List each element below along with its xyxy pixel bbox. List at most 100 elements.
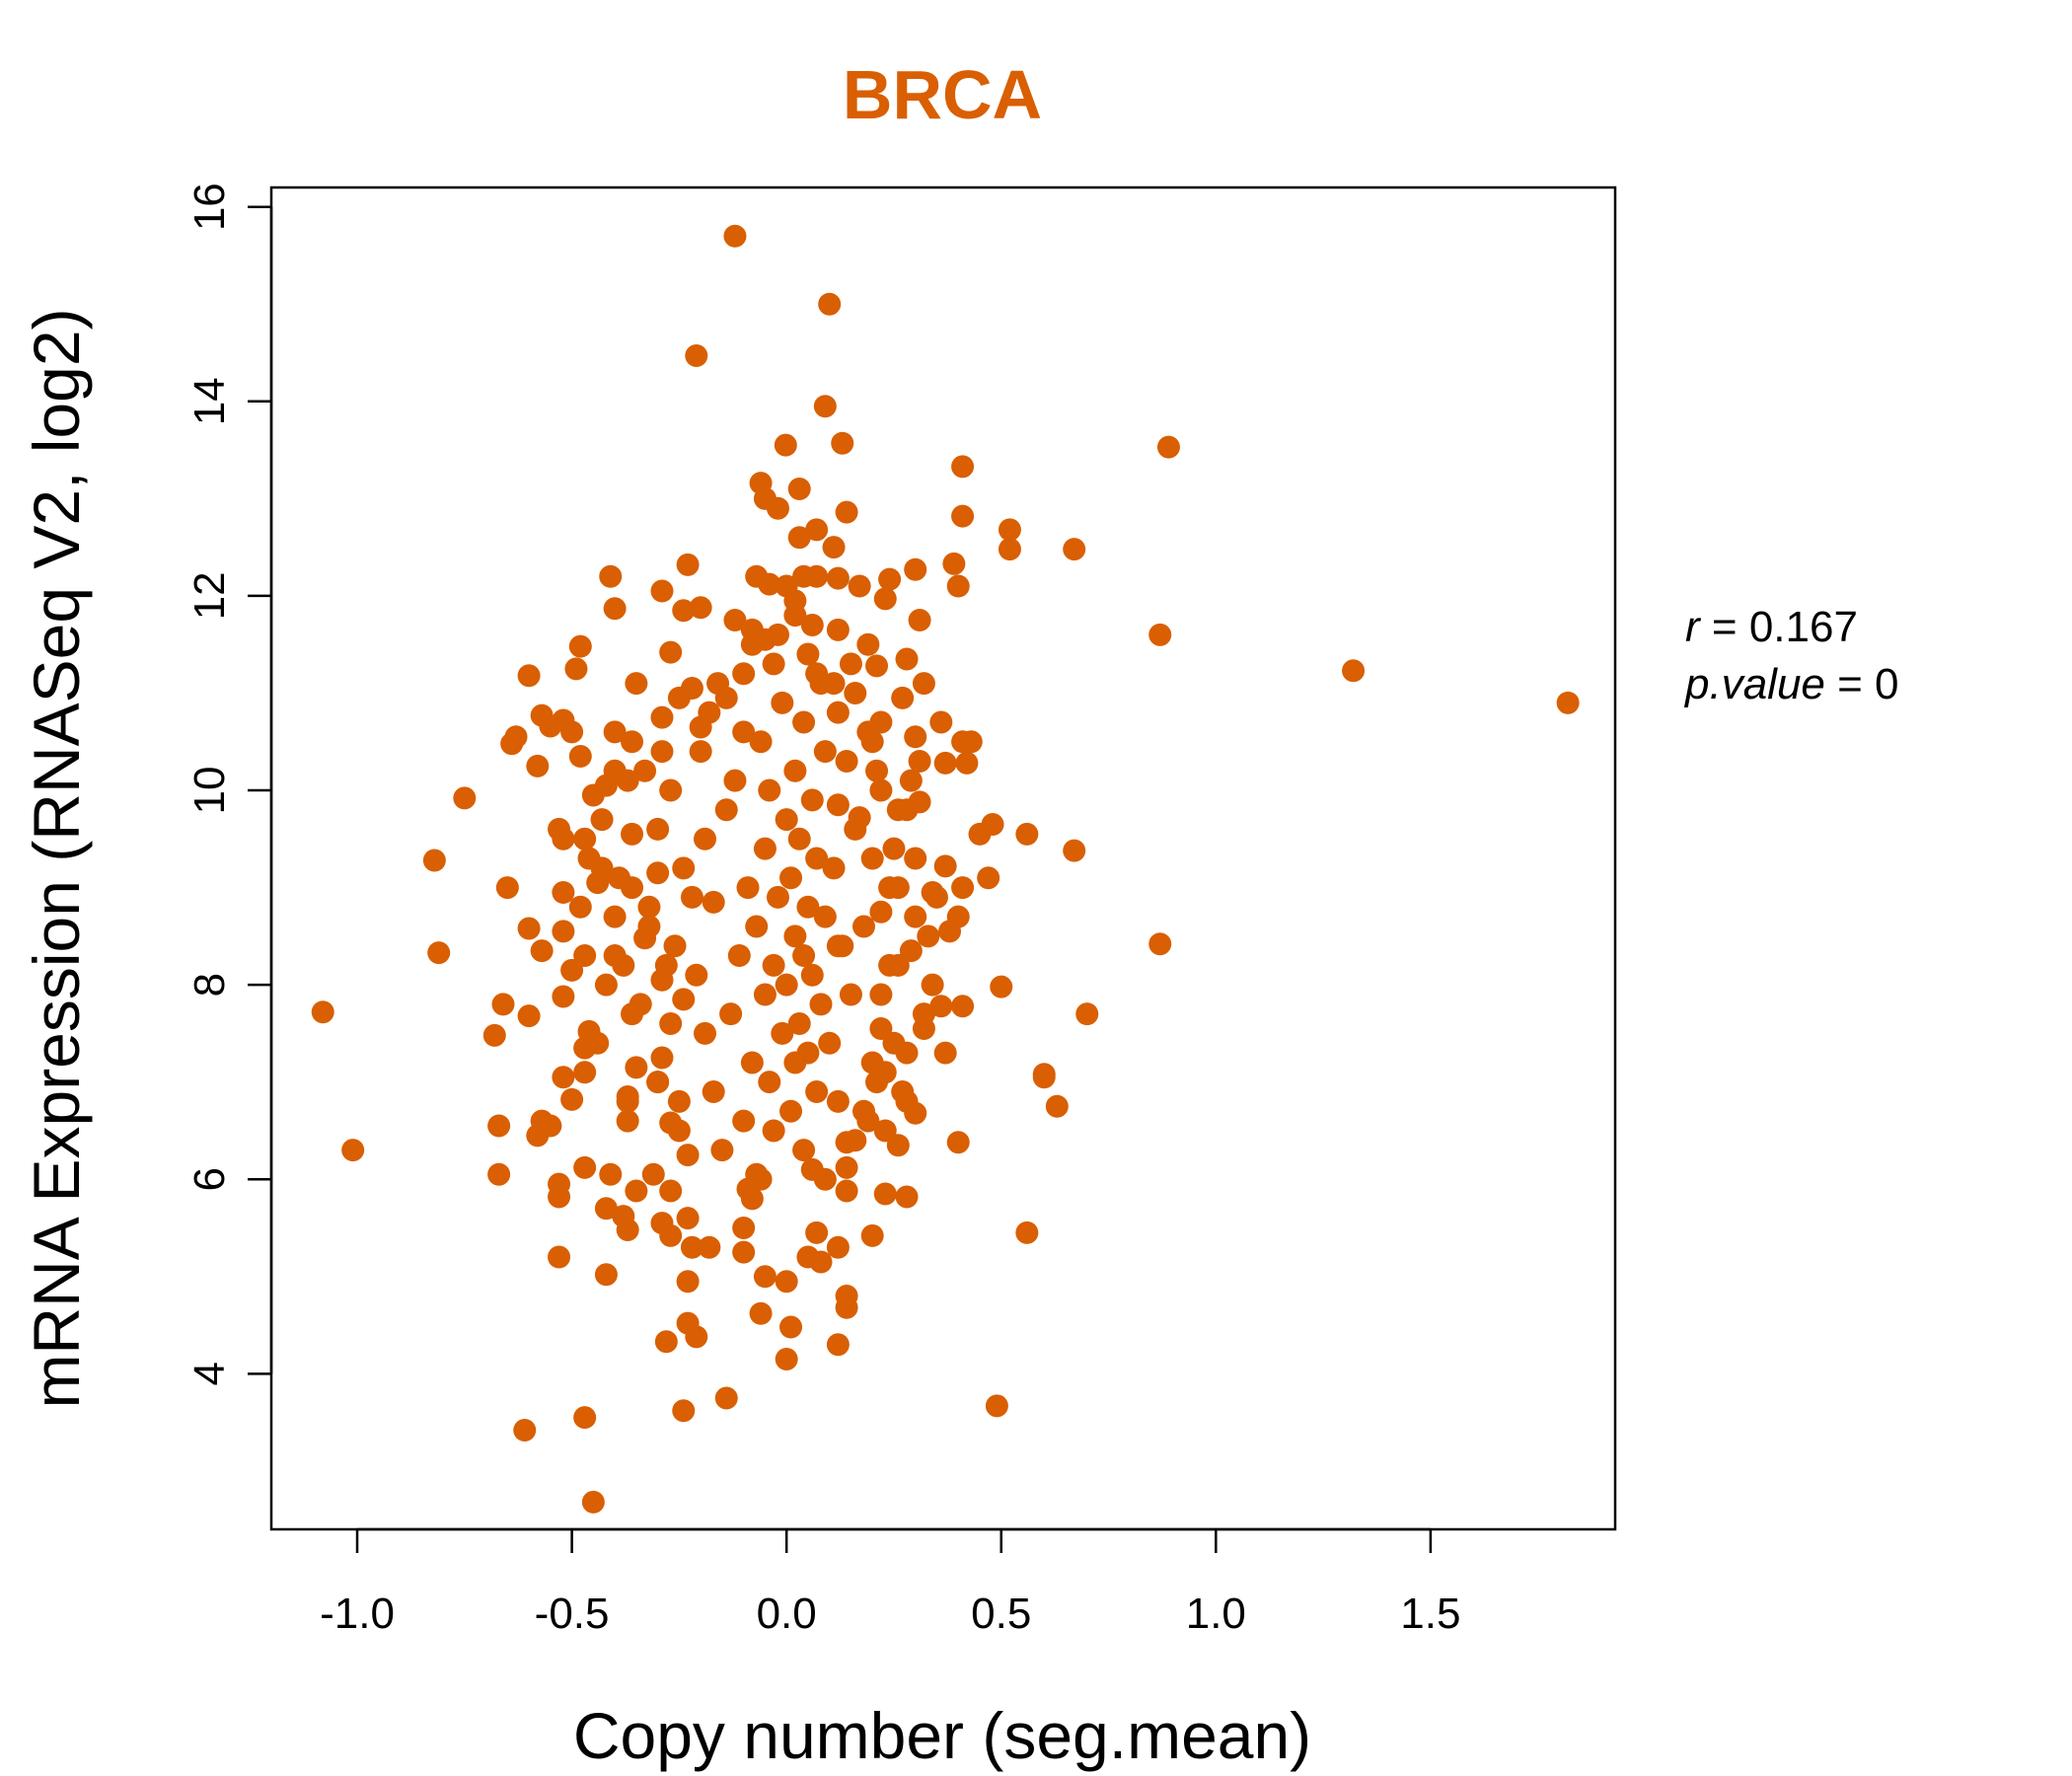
data-point	[693, 1021, 716, 1045]
y-tick-label: 12	[185, 571, 234, 620]
data-point	[637, 915, 661, 938]
x-tick-label: 0.0	[757, 1590, 817, 1638]
data-point	[933, 854, 957, 878]
data-point	[951, 995, 975, 1018]
data-point	[762, 652, 785, 676]
data-point	[732, 1240, 756, 1264]
data-point	[564, 657, 588, 681]
data-point	[1063, 538, 1086, 561]
data-point	[851, 1099, 875, 1123]
data-point	[625, 672, 648, 696]
data-point	[844, 817, 867, 841]
data-point	[856, 720, 880, 744]
data-point	[787, 1012, 811, 1036]
data-point	[818, 292, 842, 316]
data-point	[659, 1179, 683, 1203]
data-point	[676, 1144, 700, 1167]
data-point	[573, 944, 597, 968]
data-point	[977, 866, 1000, 890]
data-point	[685, 343, 708, 367]
data-point	[714, 798, 738, 822]
data-point	[818, 1031, 842, 1055]
data-point	[835, 500, 858, 524]
data-point	[629, 993, 652, 1016]
data-point	[792, 944, 816, 968]
data-point	[891, 1080, 915, 1104]
chart-title: BRCA	[843, 56, 1042, 133]
data-point	[560, 958, 584, 982]
data-point	[1342, 659, 1366, 683]
data-point	[594, 973, 618, 997]
data-point	[672, 988, 696, 1011]
data-point	[904, 905, 927, 928]
data-point	[796, 642, 820, 666]
data-point	[908, 749, 931, 773]
data-point	[573, 1155, 597, 1179]
data-point	[689, 740, 712, 764]
data-point	[740, 1051, 764, 1074]
data-point	[929, 995, 953, 1018]
data-point	[1156, 435, 1180, 459]
data-point	[552, 1066, 575, 1089]
data-point	[667, 1089, 691, 1113]
data-point	[771, 691, 794, 714]
data-point	[805, 518, 829, 542]
data-point	[500, 732, 524, 756]
data-point	[766, 885, 789, 909]
data-point	[826, 701, 850, 724]
data-point	[612, 953, 635, 977]
data-point	[917, 925, 940, 948]
data-point	[895, 647, 919, 671]
data-point	[839, 652, 862, 676]
data-point	[779, 1099, 803, 1123]
data-point	[650, 705, 674, 729]
data-point	[663, 934, 687, 958]
data-point	[805, 564, 829, 588]
data-point	[311, 1000, 334, 1024]
data-point	[938, 920, 962, 943]
data-point	[869, 983, 893, 1006]
data-point	[727, 944, 751, 968]
data-point	[1148, 932, 1172, 956]
data-point	[800, 613, 824, 636]
data-point	[341, 1139, 365, 1162]
data-point	[654, 1330, 678, 1354]
data-point	[672, 599, 696, 623]
data-point	[912, 1002, 935, 1026]
data-point	[762, 953, 785, 977]
y-tick-label: 6	[185, 1167, 234, 1191]
data-point	[783, 604, 807, 628]
data-point	[783, 759, 807, 782]
data-point	[805, 662, 829, 686]
data-point	[491, 993, 515, 1016]
data-point	[985, 1394, 1008, 1418]
data-point	[813, 395, 837, 418]
data-point	[809, 993, 833, 1016]
data-point	[568, 745, 592, 769]
data-point	[878, 876, 902, 900]
p-label: p.value	[1683, 660, 1825, 708]
data-point	[882, 1031, 906, 1055]
data-point	[766, 496, 789, 520]
data-point	[650, 1046, 674, 1070]
data-point	[680, 1235, 703, 1259]
data-point	[680, 677, 703, 701]
data-point	[813, 1167, 837, 1191]
y-tick-label: 10	[185, 767, 234, 815]
data-point	[736, 876, 760, 900]
data-point	[453, 786, 477, 810]
data-point	[831, 934, 854, 958]
data-point	[676, 1207, 700, 1230]
data-point	[590, 808, 614, 832]
data-point	[1015, 822, 1039, 846]
data-point	[1045, 1094, 1069, 1118]
data-point	[517, 664, 541, 688]
data-point	[998, 538, 1021, 561]
r-value: 0.167	[1749, 603, 1858, 651]
data-point	[680, 885, 703, 909]
data-point	[702, 890, 725, 914]
data-point	[698, 701, 721, 724]
data-point	[826, 618, 850, 641]
data-points	[311, 224, 1580, 1514]
x-tick-label: -0.5	[535, 1590, 610, 1638]
